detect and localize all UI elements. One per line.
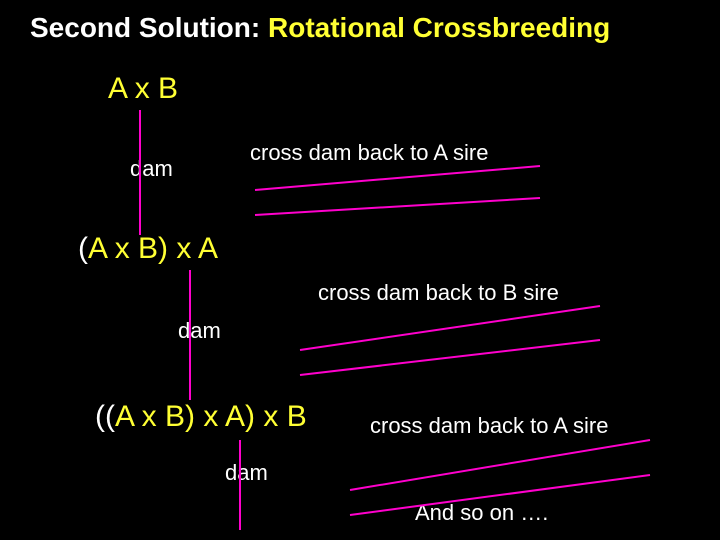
title-highlight: Rotational Crossbreeding xyxy=(268,12,610,43)
connector-line xyxy=(300,306,600,350)
gen2-instruction: cross dam back to B sire xyxy=(318,280,559,306)
gen2-cross: (A x B) x A xyxy=(78,232,218,266)
connector-line xyxy=(350,440,650,490)
slide-title: Second Solution: Rotational Crossbreedin… xyxy=(30,12,610,44)
gen2-cross-open: ( xyxy=(78,232,88,265)
title-prefix: Second Solution: xyxy=(30,12,268,43)
connector-line xyxy=(255,198,540,215)
slide-root: Second Solution: Rotational Crossbreedin… xyxy=(0,0,720,540)
connector-line xyxy=(300,340,600,375)
gen3-instruction: cross dam back to A sire xyxy=(370,413,608,439)
gen3-dam-label: dam xyxy=(225,460,268,486)
gen1-cross: A x B xyxy=(108,72,178,106)
gen3-cross-open: (( xyxy=(95,400,115,433)
tail-text: And so on …. xyxy=(415,500,548,526)
gen1-dam-label: dam xyxy=(130,156,173,182)
gen3-cross: ((A x B) x A) x B xyxy=(95,400,307,434)
gen1-instruction: cross dam back to A sire xyxy=(250,140,488,166)
gen3-cross-inner: A x B) x A) x B xyxy=(115,400,307,433)
gen2-cross-inner: A x B) x A xyxy=(88,232,218,265)
gen2-dam-label: dam xyxy=(178,318,221,344)
connector-line xyxy=(255,166,540,190)
